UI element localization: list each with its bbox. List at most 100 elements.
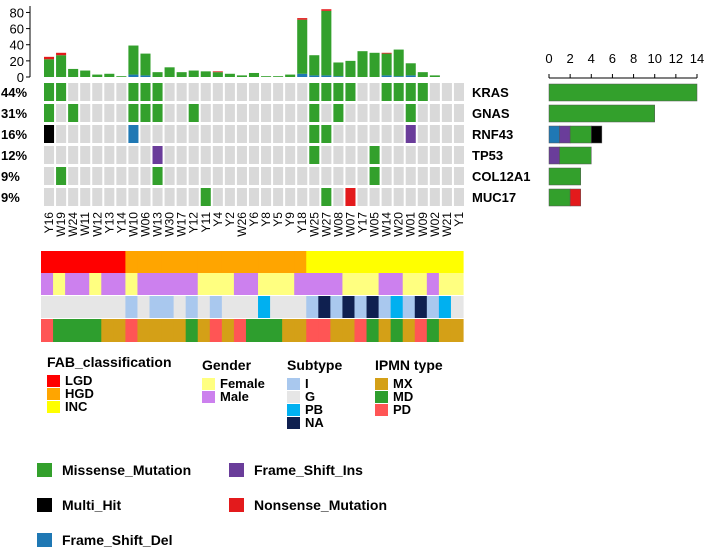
annotation-cell — [113, 251, 126, 273]
annotation-cell — [450, 251, 464, 273]
legend-ipmn-item: MX — [375, 377, 443, 390]
legend-label: HGD — [65, 386, 94, 401]
annotation-cell — [197, 251, 211, 273]
annotation-cell — [41, 251, 54, 273]
oncoplot-cell — [321, 104, 332, 122]
annotation-cell — [233, 296, 247, 318]
annotation-cell — [65, 319, 78, 342]
sample-label: Y18 — [295, 212, 309, 234]
oncoplot-cell — [176, 125, 187, 143]
legend-nonsense: Nonsense_Mutation — [229, 497, 387, 513]
annotation-cell — [173, 319, 187, 342]
oncoplot-cell — [297, 188, 308, 206]
annotation-cell — [233, 251, 247, 273]
sample-label: W01 — [404, 212, 418, 237]
annotation-cell — [209, 273, 223, 295]
oncoplot-cell — [417, 104, 428, 122]
sample-label: W20 — [392, 212, 406, 237]
oncoplot-cell — [429, 125, 440, 143]
oncoplot-cell — [44, 125, 55, 143]
gene-bar-tick-label: 4 — [588, 51, 595, 66]
oncoplot-cell — [309, 125, 320, 143]
legend-label: I — [305, 376, 309, 391]
oncoplot-cell — [104, 188, 115, 206]
annotation-cell — [197, 319, 211, 342]
sample-label: W06 — [138, 212, 152, 237]
tmb-bar-segment — [236, 75, 247, 77]
annotation-cell — [354, 273, 368, 295]
oncoplot-cell — [405, 104, 416, 122]
oncoplot-cell — [297, 83, 308, 101]
oncoplot-cell — [357, 188, 368, 206]
legend-swatch — [287, 403, 300, 416]
gene-bar-tick-label: 6 — [609, 51, 616, 66]
legend-missense: Missense_Mutation — [37, 462, 191, 478]
oncoplot-cell — [188, 146, 199, 164]
oncoplot-cell — [188, 188, 199, 206]
oncoplot-cell — [285, 83, 296, 101]
oncoplot-cell — [176, 167, 187, 185]
tmb-bar-segment — [176, 72, 187, 77]
oncoplot-cell — [224, 83, 235, 101]
legend-swatch — [287, 416, 300, 429]
gene-bar-segment — [548, 104, 655, 123]
oncoplot-cell — [56, 167, 67, 185]
tmb-bar-segment — [68, 68, 79, 77]
annotation-cell — [245, 273, 259, 295]
oncoplot-cell — [417, 167, 428, 185]
oncoplot-cell — [273, 83, 284, 101]
oncoplot-cell — [104, 83, 115, 101]
annotation-cell — [450, 296, 464, 318]
sample-label: W19 — [54, 212, 68, 237]
legend-swatch — [287, 377, 300, 390]
tmb-tick-label: 40 — [10, 38, 24, 53]
legend-label: Female — [220, 376, 265, 391]
annotation-cell — [233, 273, 247, 295]
oncoplot-cell — [164, 167, 175, 185]
oncoplot-cell — [369, 146, 380, 164]
tmb-bar-segment — [152, 72, 163, 77]
oncoplot-cell — [345, 83, 356, 101]
oncoplot-cell — [164, 83, 175, 101]
gene-bar-segment — [548, 125, 560, 144]
annotation-cell — [330, 251, 344, 273]
oncoplot-cell — [357, 167, 368, 185]
sample-label: W30 — [163, 212, 177, 237]
oncoplot-cell — [44, 83, 55, 101]
annotation-cell — [318, 319, 331, 342]
annotation-cell — [77, 296, 90, 318]
oncoplot-cell — [224, 188, 235, 206]
oncoplot-cell — [212, 125, 223, 143]
oncoplot-cell — [417, 188, 428, 206]
oncoplot-cell — [441, 104, 452, 122]
oncoplot-cell — [188, 83, 199, 101]
annotation-cell — [426, 273, 440, 295]
annotation-cell — [306, 273, 319, 295]
sample-label: W27 — [319, 212, 333, 237]
tmb-bar-segment — [248, 72, 260, 77]
oncoplot-cell — [44, 104, 55, 122]
annotation-cell — [270, 319, 283, 342]
sample-label: W10 — [126, 212, 140, 237]
annotation-cell — [354, 319, 368, 342]
legend-label: Nonsense_Mutation — [254, 497, 388, 513]
legend-label: INC — [65, 399, 88, 414]
oncoplot-cell — [248, 167, 260, 185]
annotation-cell — [414, 319, 428, 342]
sample-label: Y9 — [283, 212, 297, 227]
gene-percent: 9% — [1, 169, 20, 184]
annotation-cell — [294, 319, 307, 342]
gene-bar-tick-label: 0 — [545, 51, 552, 66]
oncoplot-cell — [333, 167, 344, 185]
oncoplot-cell — [417, 146, 428, 164]
tmb-bar-segment — [405, 63, 416, 76]
oncoplot-cell — [128, 104, 139, 122]
oncoplot-cell — [92, 146, 103, 164]
legend-swatch — [37, 498, 52, 512]
oncoplot-cell — [128, 146, 139, 164]
annotation-cell — [77, 319, 90, 342]
sample-label: Y5 — [271, 212, 285, 227]
tmb-bar-segment — [164, 67, 175, 77]
legend-label: MD — [393, 389, 414, 404]
